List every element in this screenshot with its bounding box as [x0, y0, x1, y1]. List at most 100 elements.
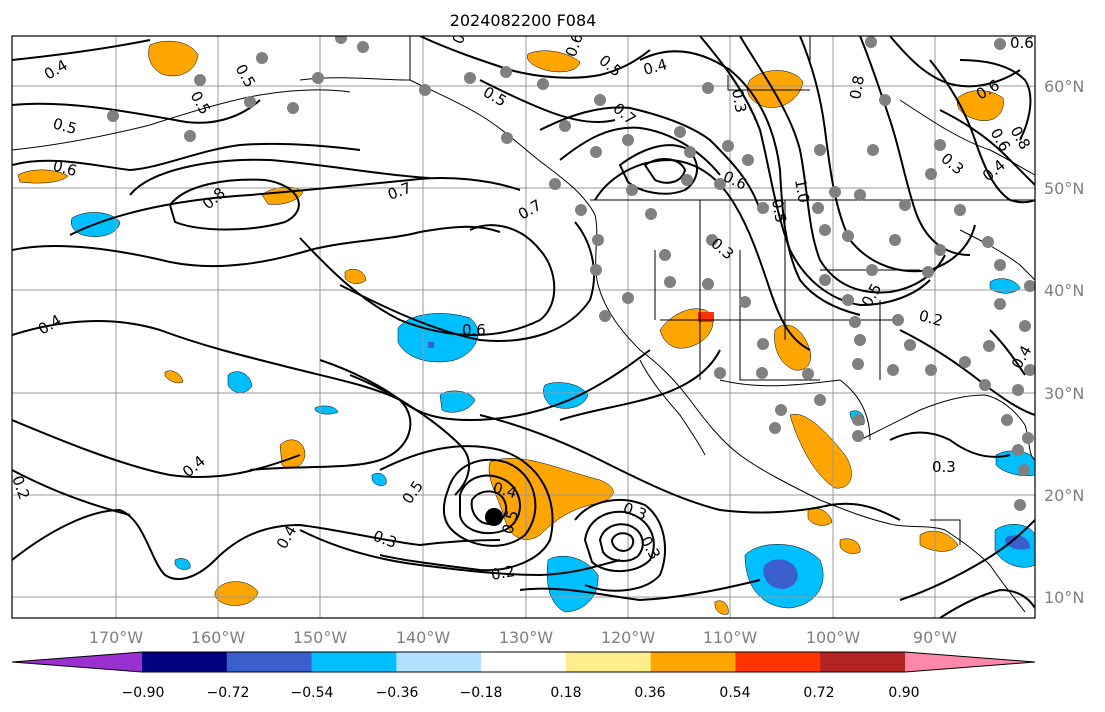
station-marker — [994, 38, 1006, 50]
positive-anomaly-region — [17, 169, 69, 184]
colorbar-extend-min — [12, 652, 142, 672]
station-marker — [592, 234, 604, 246]
lon-tick-label: 120°W — [601, 628, 656, 647]
station-marker — [889, 234, 901, 246]
contour-label: 0.5 — [768, 198, 790, 225]
lon-tick-label: 130°W — [499, 628, 554, 647]
station-marker — [887, 364, 899, 376]
station-marker — [500, 66, 512, 78]
colorbar-segment — [565, 652, 652, 672]
positive-anomaly-region — [839, 538, 861, 554]
station-marker — [852, 358, 864, 370]
station-marker — [287, 102, 299, 114]
positive-anomaly-region — [714, 600, 729, 615]
station-marker — [756, 367, 768, 379]
station-marker — [244, 96, 256, 108]
station-marker — [599, 310, 611, 322]
contour-label: 0.8 — [846, 74, 868, 101]
station-marker — [1018, 464, 1030, 476]
station-marker — [419, 84, 431, 96]
colorbar-tick-label: 0.18 — [550, 685, 581, 701]
station-marker — [814, 144, 826, 156]
station-marker — [594, 94, 606, 106]
station-marker — [664, 276, 676, 288]
colorbar-tick-label: −0.72 — [207, 685, 250, 701]
positive-anomaly-region — [488, 458, 614, 540]
station-marker — [982, 236, 994, 248]
colorbar-segment — [311, 652, 397, 672]
station-marker — [1012, 384, 1024, 396]
station-marker — [994, 298, 1006, 310]
colorbar-segment — [820, 652, 906, 672]
station-marker — [934, 244, 946, 256]
lat-tick-label: 20°N — [1044, 486, 1084, 505]
colorbar-tick-label: 0.36 — [634, 685, 665, 701]
station-marker — [256, 52, 268, 64]
negative-anomaly-region — [543, 382, 589, 409]
station-marker — [357, 41, 369, 53]
lon-tick-label: 90°W — [913, 628, 957, 647]
station-marker — [934, 139, 946, 151]
station-marker — [742, 154, 754, 166]
station-marker — [769, 422, 781, 434]
contour-label: 0.5 — [498, 508, 522, 536]
negative-anomaly-region — [371, 472, 387, 486]
station-marker — [849, 316, 861, 328]
contour-label: 0.3 — [932, 458, 956, 476]
station-marker — [775, 404, 787, 416]
colorbar-outline — [11, 651, 1036, 673]
colorbar-segment — [226, 652, 313, 672]
station-marker — [892, 314, 904, 326]
station-marker — [1001, 414, 1013, 426]
station-marker — [722, 140, 734, 152]
station-marker — [842, 230, 854, 242]
station-marker — [812, 202, 824, 214]
colorbar-tick-label: −0.18 — [460, 685, 503, 701]
map-frame — [11, 35, 1036, 619]
positive-anomaly-region — [164, 370, 184, 384]
colorbar-tick-label: 0.72 — [803, 685, 834, 701]
station-marker — [194, 74, 206, 86]
station-marker — [537, 78, 549, 90]
station-marker — [590, 146, 602, 158]
station-marker — [739, 296, 751, 308]
positive-anomaly-region — [919, 530, 959, 552]
station-marker — [819, 274, 831, 286]
station-marker — [184, 130, 196, 142]
lon-tick-label: 140°W — [396, 628, 451, 647]
station-marker — [925, 364, 937, 376]
negative-anomaly-region — [547, 555, 599, 613]
station-marker — [1024, 280, 1035, 292]
station-marker — [904, 339, 916, 351]
station-marker — [714, 178, 726, 190]
lat-tick-label: 10°N — [1044, 588, 1084, 607]
station-marker — [1019, 320, 1031, 332]
map-title: 2024082200 F084 — [450, 11, 597, 30]
station-marker — [674, 126, 686, 138]
longitude-ticks: 170°W 160°W 150°W 140°W 130°W 120°W 110°… — [89, 628, 957, 647]
contour-label: 0.3 — [728, 88, 750, 115]
station-marker — [549, 178, 561, 190]
lat-tick-label: 30°N — [1044, 384, 1084, 403]
colorbar-segment — [650, 652, 736, 672]
contour-lines — [12, 36, 1035, 618]
contour-label: 0.6 — [462, 321, 486, 339]
lon-tick-label: 170°W — [89, 628, 144, 647]
station-marker — [802, 368, 814, 380]
strong-negative-region — [763, 559, 798, 589]
contour-label: 0.6 — [562, 31, 587, 60]
station-marker — [626, 184, 638, 196]
station-marker — [1022, 432, 1034, 444]
station-marker — [335, 36, 347, 44]
station-marker — [1014, 499, 1026, 511]
lat-tick-label: 50°N — [1044, 179, 1084, 198]
station-marker — [575, 204, 587, 216]
station-marker — [681, 174, 693, 186]
contour-label: 0.5 — [51, 114, 79, 138]
station-marker — [954, 204, 966, 216]
lon-tick-label: 100°W — [806, 628, 861, 647]
station-marker — [829, 186, 841, 198]
station-marker — [854, 189, 866, 201]
station-marker — [757, 338, 769, 350]
